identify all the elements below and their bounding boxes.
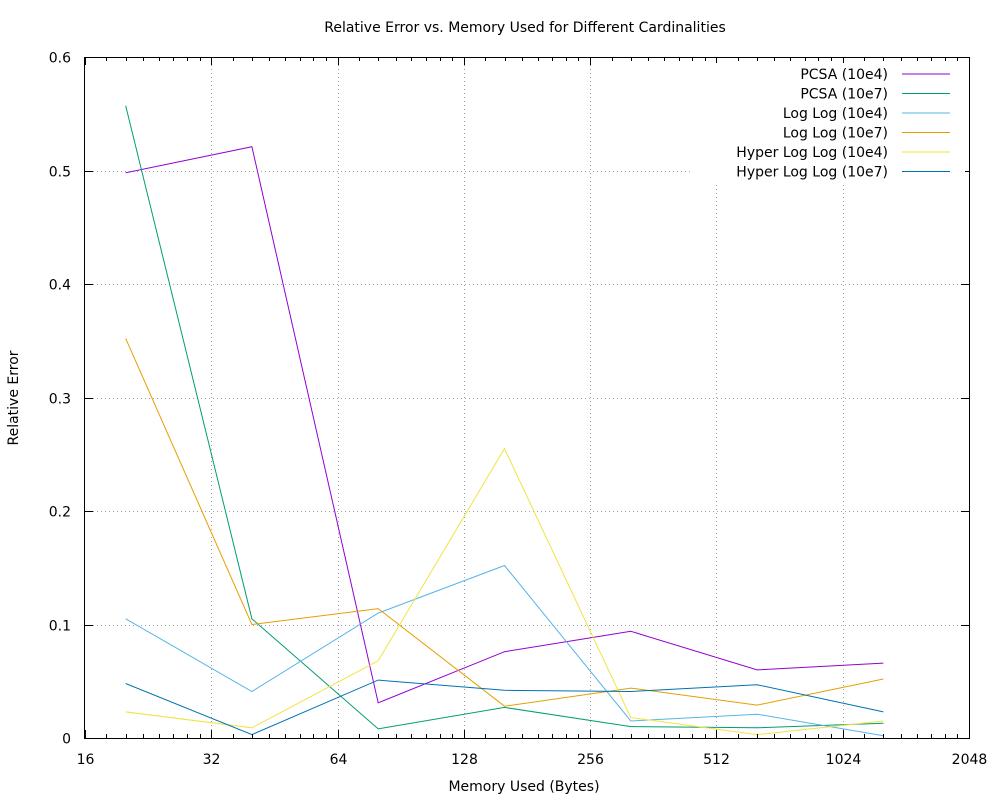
x-tick-label: 16 (77, 752, 95, 768)
y-tick-label: 0 (62, 732, 71, 748)
y-tick-label: 0.4 (49, 278, 71, 294)
y-tick-label: 0.5 (49, 165, 71, 181)
legend-label: Log Log (10e4) (783, 106, 888, 122)
legend-label: Hyper Log Log (10e4) (736, 145, 888, 161)
y-tick-label: 0.2 (49, 505, 71, 521)
x-tick-label: 1024 (826, 752, 862, 768)
legend-label: Log Log (10e7) (783, 126, 888, 142)
x-tick-label: 512 (703, 752, 730, 768)
series-line-5 (125, 447, 884, 736)
x-tick-label: 32 (203, 752, 221, 768)
x-tick-label: 128 (451, 752, 478, 768)
legend: PCSA (10e4) PCSA (10e7) Log Log (10e4) Log … (690, 63, 965, 184)
y-tick-label: 0.3 (49, 392, 71, 408)
series-line-3 (125, 564, 884, 737)
series-line-6 (125, 679, 884, 736)
series-line-1 (125, 146, 884, 704)
series-line-4 (125, 338, 884, 707)
chart-title: Relative Error vs. Memory Used for Diffe… (324, 20, 726, 36)
legend-label: PCSA (10e7) (800, 87, 888, 103)
legend-label: PCSA (10e4) (800, 67, 888, 83)
x-tick-label: 64 (330, 752, 348, 768)
series-line-2 (125, 105, 884, 730)
y-tick-label: 0.6 (49, 51, 71, 67)
x-axis-label: Memory Used (Bytes) (448, 779, 599, 795)
legend-label: Hyper Log Log (10e7) (736, 165, 888, 181)
x-tick-label: 256 (577, 752, 604, 768)
y-tick-label: 0.1 (49, 619, 71, 635)
x-tick-label: 2048 (952, 752, 988, 768)
axis-ticks: 16 32 64 128 256 512 1024 2048 0 0.1 0.2 0.3 0.4 0.5 0… (49, 51, 988, 769)
y-axis-label: Relative Error (6, 350, 22, 445)
series-lines (125, 105, 884, 737)
legend-background (690, 63, 965, 184)
plot-frame (84, 57, 970, 739)
